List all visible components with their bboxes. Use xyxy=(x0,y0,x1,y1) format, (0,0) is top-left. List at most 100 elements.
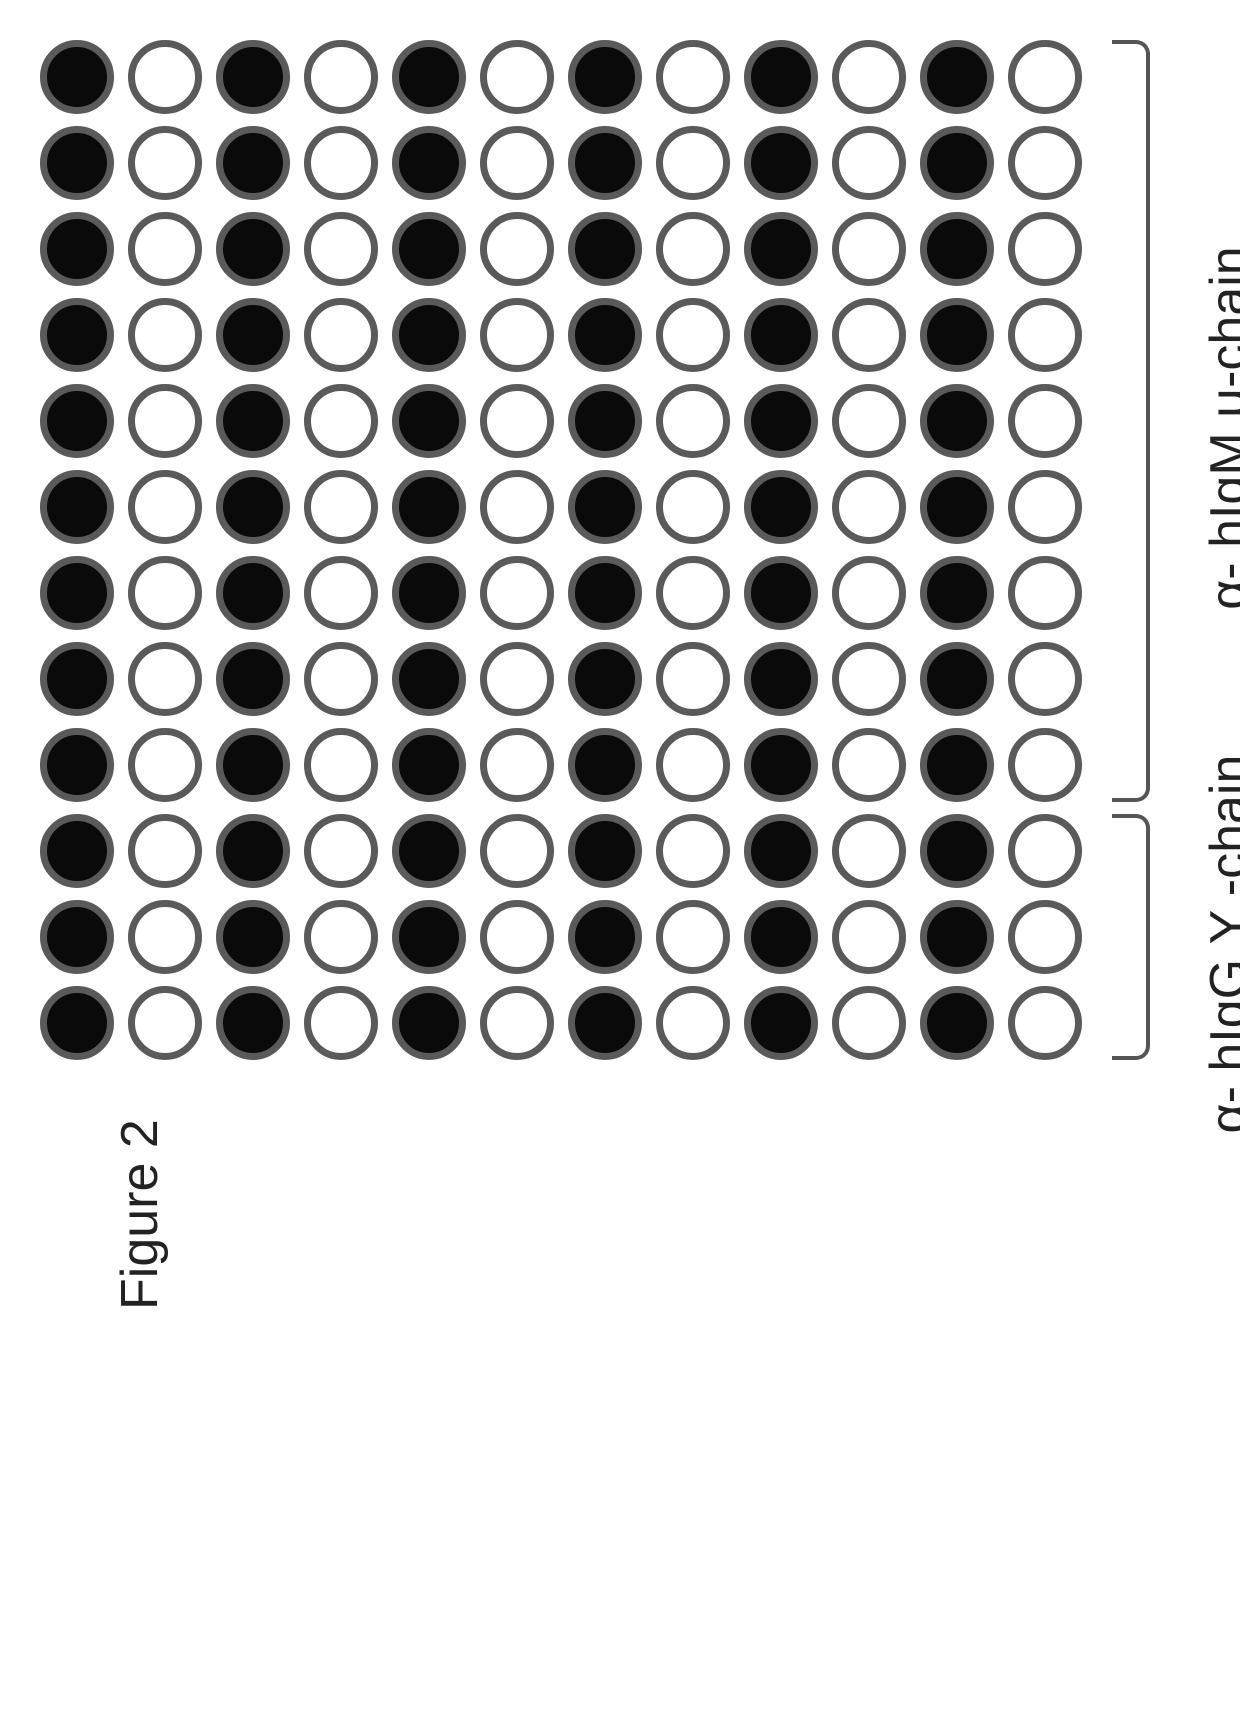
well xyxy=(744,212,818,286)
well xyxy=(744,298,818,372)
well xyxy=(216,986,290,1060)
well xyxy=(480,728,554,802)
well xyxy=(1008,986,1082,1060)
well xyxy=(832,728,906,802)
well xyxy=(1008,40,1082,114)
bracket-1 xyxy=(1112,40,1150,802)
well xyxy=(568,212,642,286)
well xyxy=(832,212,906,286)
well xyxy=(656,642,730,716)
well xyxy=(392,814,466,888)
well xyxy=(656,986,730,1060)
well xyxy=(304,814,378,888)
well xyxy=(392,40,466,114)
well xyxy=(920,556,994,630)
plate-and-caption xyxy=(40,40,1082,1060)
well xyxy=(1008,900,1082,974)
well xyxy=(568,384,642,458)
well xyxy=(40,556,114,630)
well xyxy=(480,212,554,286)
well xyxy=(216,642,290,716)
well xyxy=(216,40,290,114)
well xyxy=(40,384,114,458)
well xyxy=(656,126,730,200)
well xyxy=(216,470,290,544)
group-2: α- hIgG Υ -chain, Sigma I3382 xyxy=(1112,814,1240,1060)
well xyxy=(480,384,554,458)
plate-column xyxy=(480,40,554,1060)
well xyxy=(568,126,642,200)
well xyxy=(304,642,378,716)
well xyxy=(216,728,290,802)
label-2-holder: α- hIgG Υ -chain, Sigma I3382 xyxy=(1150,877,1240,997)
well xyxy=(216,900,290,974)
well xyxy=(1008,556,1082,630)
plate-column xyxy=(392,40,466,1060)
well xyxy=(40,212,114,286)
well xyxy=(920,384,994,458)
well xyxy=(656,298,730,372)
well xyxy=(656,900,730,974)
well xyxy=(744,814,818,888)
well xyxy=(656,470,730,544)
well xyxy=(832,900,906,974)
well xyxy=(40,986,114,1060)
well xyxy=(40,40,114,114)
well xyxy=(216,298,290,372)
well xyxy=(744,384,818,458)
well xyxy=(920,900,994,974)
well xyxy=(480,556,554,630)
well xyxy=(40,470,114,544)
plate-column xyxy=(216,40,290,1060)
well xyxy=(304,900,378,974)
plate-column xyxy=(832,40,906,1060)
well xyxy=(568,298,642,372)
well xyxy=(568,556,642,630)
well xyxy=(480,814,554,888)
well xyxy=(1008,642,1082,716)
well xyxy=(304,212,378,286)
well xyxy=(656,728,730,802)
plate-column xyxy=(744,40,818,1060)
well xyxy=(656,556,730,630)
well xyxy=(656,384,730,458)
well xyxy=(40,728,114,802)
well xyxy=(216,384,290,458)
well xyxy=(216,814,290,888)
well xyxy=(480,642,554,716)
well xyxy=(392,126,466,200)
well xyxy=(304,470,378,544)
well xyxy=(568,728,642,802)
well xyxy=(392,212,466,286)
well xyxy=(832,556,906,630)
well xyxy=(304,298,378,372)
well-plate xyxy=(40,40,1082,1060)
well xyxy=(1008,728,1082,802)
well xyxy=(920,40,994,114)
well xyxy=(744,728,818,802)
well xyxy=(568,40,642,114)
well xyxy=(40,900,114,974)
well xyxy=(568,470,642,544)
well xyxy=(480,126,554,200)
figure-caption: Figure 2 xyxy=(110,150,170,1310)
well xyxy=(392,900,466,974)
well xyxy=(304,728,378,802)
well xyxy=(920,986,994,1060)
well xyxy=(216,126,290,200)
well xyxy=(744,126,818,200)
well xyxy=(392,556,466,630)
plate-column xyxy=(568,40,642,1060)
well xyxy=(920,814,994,888)
group-1: α- hIgM μ-chain, Sigma I0759 xyxy=(1112,40,1240,802)
well xyxy=(1008,814,1082,888)
label-2-line-1: α- hIgG Υ -chain, xyxy=(1200,740,1240,1133)
figure-container: α- hIgM μ-chain, Sigma I0759 α- hIgG Υ -… xyxy=(40,40,1200,1060)
well xyxy=(920,470,994,544)
well xyxy=(744,986,818,1060)
well xyxy=(304,986,378,1060)
well xyxy=(1008,384,1082,458)
well xyxy=(304,40,378,114)
plate-column xyxy=(656,40,730,1060)
well xyxy=(920,298,994,372)
